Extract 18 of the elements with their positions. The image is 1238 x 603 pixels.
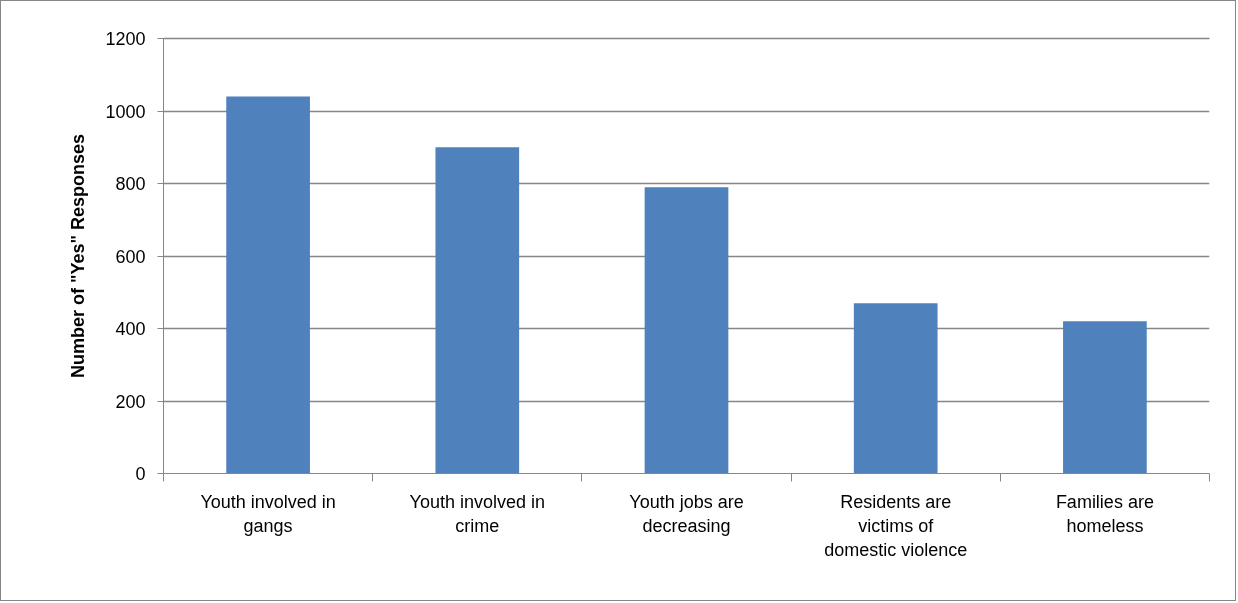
y-tick-label: 800: [115, 174, 146, 194]
x-tick-label: Families are homeless: [1055, 491, 1154, 536]
bar: [226, 96, 310, 474]
y-tick-label: 600: [115, 246, 146, 267]
x-tick-label: Youth involved in gangs: [200, 491, 336, 536]
y-tick-label: 400: [115, 319, 146, 339]
y-axis-title: Number of "Yes" Responses: [68, 133, 89, 379]
y-tick-label: 0: [135, 464, 146, 484]
bar: [853, 303, 938, 474]
bar: [435, 147, 520, 474]
bar: [1063, 321, 1147, 474]
bar: [644, 187, 729, 474]
x-tick-label: Youth jobs are decreasing: [629, 491, 744, 536]
y-tick-label: 1200: [105, 29, 146, 49]
x-tick-label: Residents are victims of domestic violence: [824, 491, 968, 560]
y-tick-label: 1000: [105, 101, 146, 122]
x-tick-label: Youth involved in crime: [409, 491, 546, 536]
y-tick-label: 200: [115, 391, 146, 412]
